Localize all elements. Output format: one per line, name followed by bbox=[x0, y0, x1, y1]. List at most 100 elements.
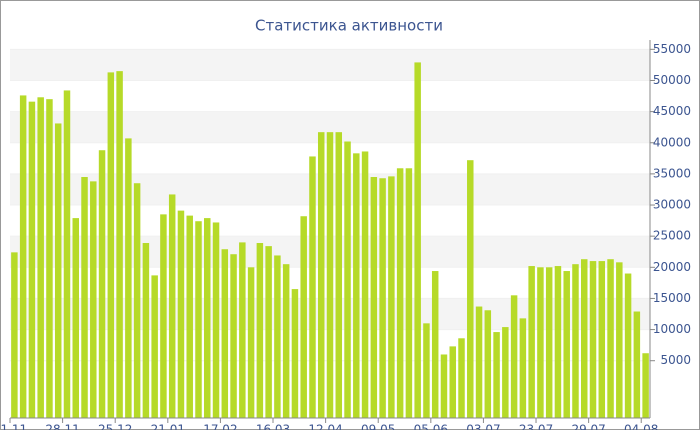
y-tick-label: 10000 bbox=[653, 322, 691, 336]
y-tick-label: 15000 bbox=[653, 291, 691, 305]
bar bbox=[326, 132, 334, 419]
bar bbox=[528, 266, 535, 418]
bar bbox=[493, 332, 500, 418]
bar bbox=[519, 318, 527, 418]
bar bbox=[317, 132, 325, 419]
bar bbox=[440, 354, 448, 418]
bar bbox=[300, 216, 307, 418]
bar bbox=[361, 151, 369, 418]
x-tick-label: 25.12 bbox=[98, 423, 132, 431]
bar bbox=[19, 95, 27, 418]
bar bbox=[72, 218, 79, 418]
bar bbox=[458, 338, 465, 418]
x-tick-label: 29.07 bbox=[571, 423, 605, 431]
x-tick-label: 16.03 bbox=[256, 423, 290, 431]
x-tick-label: 21.01 bbox=[151, 423, 185, 431]
bar bbox=[239, 242, 246, 418]
bar bbox=[414, 62, 421, 418]
grid-band bbox=[10, 49, 650, 81]
bar bbox=[107, 72, 115, 419]
bar bbox=[177, 210, 185, 418]
bar bbox=[11, 252, 18, 418]
bar bbox=[274, 255, 281, 418]
bar bbox=[195, 221, 202, 418]
bar bbox=[616, 262, 623, 418]
bar bbox=[431, 271, 439, 418]
bar bbox=[563, 271, 570, 418]
bar bbox=[633, 311, 641, 418]
bar bbox=[353, 153, 360, 419]
bar bbox=[581, 259, 588, 418]
bar bbox=[589, 261, 597, 418]
bar bbox=[502, 327, 509, 418]
bar bbox=[98, 150, 106, 418]
bar bbox=[247, 267, 255, 418]
x-tick-label: 28.11 bbox=[45, 423, 79, 431]
bar bbox=[388, 176, 395, 418]
bar bbox=[423, 323, 430, 418]
bar bbox=[63, 90, 71, 418]
bar bbox=[142, 243, 150, 418]
x-tick-label: 04.08 bbox=[624, 423, 658, 431]
bar bbox=[396, 168, 404, 418]
x-tick-label: 23.07 bbox=[519, 423, 553, 431]
y-tick-label: 30000 bbox=[653, 198, 691, 212]
y-tick-label: 20000 bbox=[653, 260, 691, 274]
bar bbox=[624, 273, 632, 418]
x-tick-label: 01.11 bbox=[0, 423, 27, 431]
bar bbox=[335, 132, 343, 419]
x-tick-label: 05.06 bbox=[414, 423, 448, 431]
bar bbox=[344, 141, 351, 418]
bar bbox=[37, 97, 44, 418]
bar bbox=[484, 310, 492, 418]
bar bbox=[186, 215, 193, 418]
bar bbox=[160, 214, 167, 418]
bar bbox=[125, 138, 132, 418]
bar bbox=[90, 181, 97, 418]
bar bbox=[598, 261, 606, 418]
bar bbox=[230, 254, 237, 418]
bar bbox=[510, 295, 518, 418]
bar bbox=[46, 99, 53, 419]
bar bbox=[256, 243, 264, 418]
y-tick-label: 5000 bbox=[660, 353, 691, 367]
bar bbox=[54, 123, 62, 418]
bar bbox=[309, 156, 316, 418]
bar bbox=[379, 178, 386, 418]
bar bbox=[537, 267, 544, 418]
bar bbox=[221, 249, 229, 418]
y-tick-label: 35000 bbox=[653, 166, 691, 180]
x-tick-label: 03.07 bbox=[466, 423, 500, 431]
bar bbox=[168, 194, 176, 418]
bar bbox=[405, 168, 413, 418]
bar bbox=[81, 177, 88, 418]
bar bbox=[212, 222, 220, 418]
x-tick-label: 12.04 bbox=[308, 423, 342, 431]
bar bbox=[28, 101, 36, 418]
y-tick-label: 25000 bbox=[653, 229, 691, 243]
x-tick-label: 17.02 bbox=[203, 423, 237, 431]
bar bbox=[265, 246, 272, 418]
bar bbox=[204, 218, 211, 418]
x-tick-label: 09.05 bbox=[361, 423, 395, 431]
bar bbox=[370, 177, 378, 418]
bar bbox=[116, 71, 123, 418]
bar bbox=[151, 275, 158, 418]
bar bbox=[291, 289, 299, 418]
bar bbox=[282, 264, 290, 418]
bar bbox=[545, 267, 553, 418]
bar bbox=[467, 160, 474, 418]
bar bbox=[642, 353, 649, 418]
bar bbox=[554, 266, 562, 418]
bar bbox=[449, 346, 456, 418]
bar bbox=[475, 306, 483, 418]
bar bbox=[607, 259, 614, 418]
y-tick-label: 50000 bbox=[653, 73, 691, 87]
y-tick-label: 45000 bbox=[653, 104, 691, 118]
bar bbox=[133, 183, 141, 418]
bar bbox=[572, 264, 579, 418]
y-tick-label: 55000 bbox=[653, 42, 691, 56]
y-tick-label: 40000 bbox=[653, 135, 691, 149]
chart-title: Статистика активности bbox=[255, 17, 443, 35]
